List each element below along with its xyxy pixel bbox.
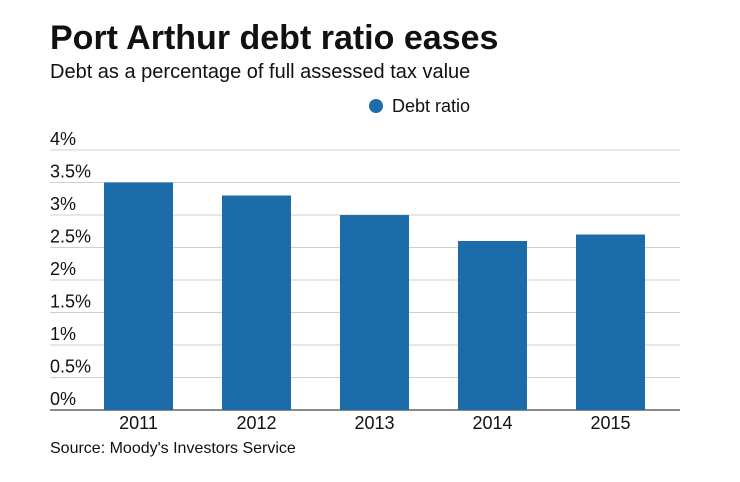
- x-tick-label: 2015: [590, 413, 630, 433]
- y-tick-label: 2%: [50, 259, 76, 279]
- y-tick-label: 0%: [50, 389, 76, 409]
- y-tick-label: 4%: [50, 129, 76, 149]
- x-tick-label: 2012: [236, 413, 276, 433]
- x-tick-label: 2011: [119, 413, 158, 433]
- y-tick-label: 1%: [50, 324, 76, 344]
- bars: [104, 182, 645, 410]
- legend: Debt ratio: [369, 96, 470, 116]
- source-note: Source: Moody's Investors Service: [50, 440, 296, 457]
- legend-label: Debt ratio: [392, 96, 470, 116]
- y-axis-tick-labels: 0% 0.5% 1% 1.5% 2% 2.5% 3% 3.5% 4%: [50, 129, 91, 409]
- bar-2014: [458, 241, 527, 410]
- bar-2013: [340, 215, 409, 410]
- chart-subtitle: Debt as a percentage of full assessed ta…: [50, 61, 471, 83]
- bar-2011: [104, 182, 173, 410]
- x-axis-tick-labels: 2011 2012 2013 2014 2015: [119, 413, 630, 433]
- bar-2015: [576, 234, 645, 410]
- x-tick-label: 2013: [354, 413, 394, 433]
- x-tick-label: 2014: [472, 413, 512, 433]
- y-tick-label: 0.5%: [50, 357, 91, 377]
- y-tick-label: 3.5%: [50, 162, 91, 182]
- legend-marker: [369, 99, 383, 113]
- bar-2012: [222, 195, 291, 410]
- y-tick-label: 1.5%: [50, 292, 91, 312]
- y-tick-label: 3%: [50, 194, 76, 214]
- chart-title: Port Arthur debt ratio eases: [50, 19, 499, 57]
- y-tick-label: 2.5%: [50, 227, 91, 247]
